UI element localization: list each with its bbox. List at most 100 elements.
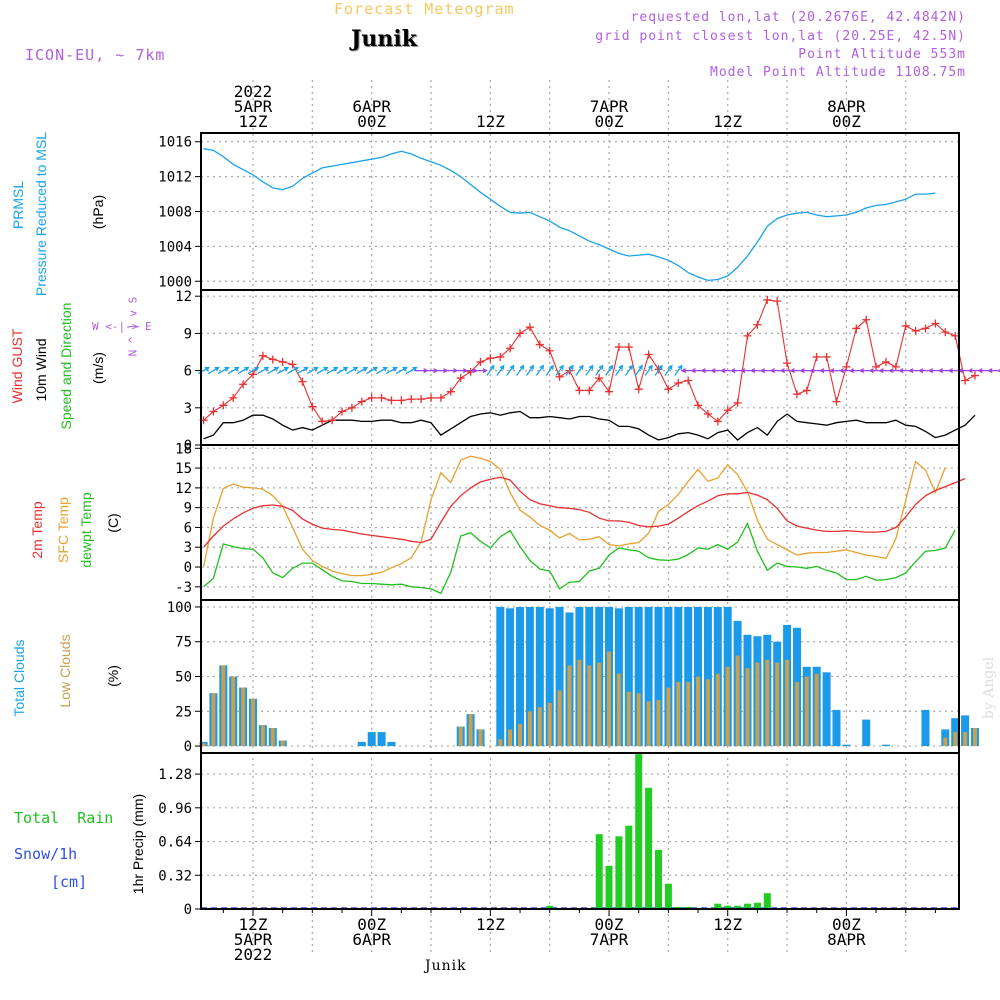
low-cloud-bar	[508, 729, 513, 747]
low-cloud-bar	[804, 676, 809, 746]
rain-bar	[546, 905, 554, 909]
low-cloud-bar	[280, 740, 285, 747]
low-cloud-bar	[666, 687, 671, 746]
gust-marker	[318, 417, 327, 426]
rain-bar	[674, 906, 682, 909]
wind-direction-arrow	[624, 364, 634, 376]
wind-direction-arrow	[634, 364, 643, 376]
wind-direction-arrow	[585, 364, 594, 376]
top-time-label: 12Z	[713, 112, 742, 131]
wind-direction-arrow	[306, 366, 319, 375]
y-tick-label: 9	[184, 501, 192, 517]
low-cloud-bar	[725, 666, 730, 747]
bottom-time-label: 8APR	[827, 930, 866, 949]
pressure-line	[203, 148, 936, 282]
gust-marker	[436, 393, 445, 402]
low-cloud-bar	[458, 726, 463, 747]
gust-marker	[872, 362, 881, 371]
rain-bar	[724, 905, 732, 909]
gust-marker	[881, 357, 890, 366]
panel-frame	[200, 752, 960, 910]
y-tick-label: 100	[167, 600, 192, 616]
wind-direction-arrow	[356, 366, 369, 375]
bottom-time-label: 7APR	[590, 930, 629, 949]
gust-marker	[723, 406, 732, 415]
requested-location: requested lon,lat (20.2676E, 42.4842N)	[630, 10, 966, 25]
low-cloud-bar	[715, 673, 720, 746]
gust-marker	[209, 407, 218, 416]
total-cloud-bar	[387, 741, 396, 747]
y-tick-label: 12	[175, 289, 192, 305]
total-cloud-bar	[357, 741, 366, 747]
gust-marker	[367, 393, 376, 402]
low-cloud-bar	[270, 728, 275, 747]
rain-label: Total Rain	[14, 809, 114, 827]
bottom-time-label: 12Z	[239, 915, 268, 934]
y-tick-label: 0	[184, 560, 192, 576]
wind-direction-arrow	[496, 364, 505, 376]
wind-gust-line	[203, 299, 976, 423]
rain-bar	[615, 836, 623, 909]
y-tick-label: 0.64	[158, 835, 192, 851]
low-cloud-bar	[567, 665, 572, 747]
low-cloud-bar	[557, 690, 562, 746]
gust-marker	[545, 346, 554, 355]
y-tick-label: 1016	[158, 135, 192, 151]
gust-marker	[407, 395, 416, 404]
low-cloud-bar	[943, 737, 948, 746]
gust-marker	[308, 402, 317, 411]
y-tick-label: 15	[175, 461, 192, 477]
rain-bar	[635, 754, 643, 909]
wind-direction-arrow	[277, 366, 290, 375]
y-tick-label: 0	[184, 902, 192, 918]
gust-marker	[535, 340, 544, 349]
wind-direction-arrow	[287, 366, 299, 375]
low-cloud-bar	[636, 693, 641, 747]
top-time-label: 2022	[234, 82, 273, 101]
y-tick-label: 0.96	[158, 801, 192, 817]
low-cloud-bar	[775, 662, 780, 747]
top-time-label: 12Z	[476, 112, 505, 131]
y-tick-label: 75	[175, 635, 192, 651]
rain-bar	[625, 825, 633, 909]
rain-bar	[595, 834, 603, 909]
top-time-label: 00Z	[832, 112, 861, 131]
total-cloud-bar	[921, 709, 930, 747]
low-cloud-bar	[696, 676, 700, 746]
wind-direction-arrow	[316, 366, 329, 375]
point-altitude: Point Altitude 553m	[798, 47, 966, 62]
gust-marker	[338, 407, 347, 416]
gust-marker	[347, 403, 356, 412]
gust-marker	[427, 393, 436, 402]
low-cloud-bar	[211, 693, 216, 747]
low-cloud-bar	[260, 725, 265, 747]
gust-marker	[397, 396, 406, 405]
low-cloud-bar	[231, 676, 236, 746]
low-cloud-bar	[616, 673, 621, 746]
low-cloud-bar	[735, 655, 740, 746]
y-tick-label: 12	[175, 481, 192, 497]
gust-marker	[733, 398, 742, 407]
gust-marker	[792, 390, 801, 399]
gust-marker	[901, 321, 910, 330]
gust-marker	[278, 357, 287, 366]
wind-direction-arrow	[267, 366, 280, 375]
total-cloud-bar	[832, 709, 841, 747]
total-cloud-bar	[624, 607, 633, 747]
gust-marker	[595, 374, 604, 383]
wind-direction-arrow	[595, 364, 604, 376]
wind-direction-arrow	[376, 366, 388, 375]
total-cloud-bar	[961, 715, 970, 746]
gust-marker	[634, 385, 643, 394]
total-cloud-bar	[882, 744, 890, 747]
wind-direction-arrow	[545, 364, 554, 376]
low-cloud-bar	[537, 707, 542, 746]
dewpoint-line	[203, 521, 956, 595]
low-cloud-bar	[656, 700, 661, 746]
bottom-time-label: 00Z	[832, 915, 861, 934]
wind-direction-arrow	[237, 366, 250, 375]
wind-direction-arrow	[346, 366, 359, 375]
low-cloud-bar	[973, 728, 977, 747]
gust-marker	[763, 295, 772, 304]
